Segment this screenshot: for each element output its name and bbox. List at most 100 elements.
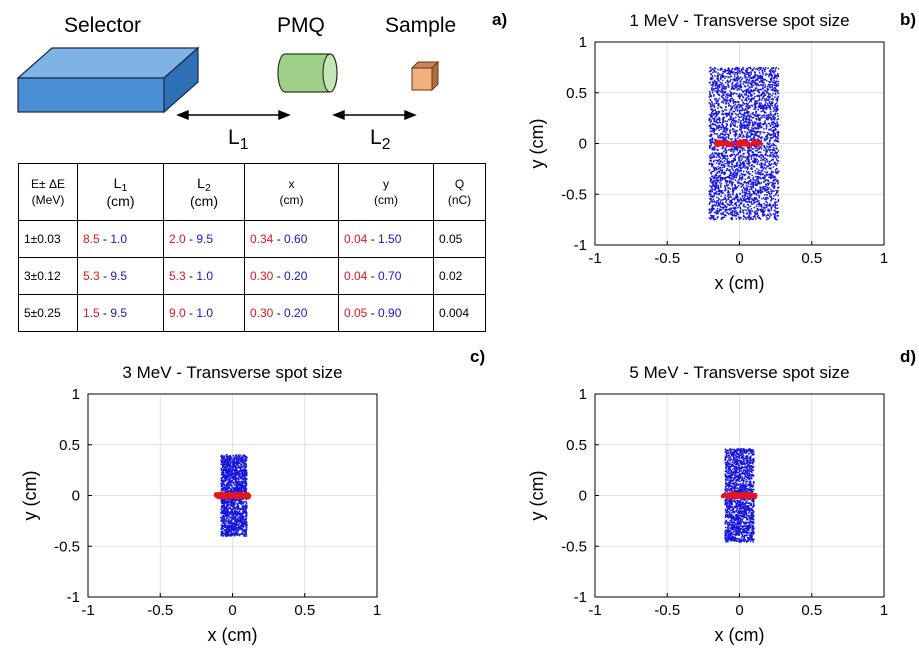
data-point: [724, 91, 726, 94]
data-point: [732, 172, 734, 175]
cell-q: 0.004: [433, 294, 486, 332]
data-point: [733, 101, 735, 103]
data-point: [769, 71, 772, 74]
data-point: [716, 217, 719, 219]
data-point: [725, 101, 728, 104]
data-point: [230, 522, 233, 525]
data-point: [766, 134, 768, 137]
data-point: [768, 167, 770, 169]
data-point: [750, 185, 753, 188]
data-point: [759, 209, 762, 212]
data-point: [745, 118, 747, 121]
data-point: [718, 198, 720, 201]
data-point: [763, 186, 765, 188]
data-point: [736, 66, 738, 69]
data-point: [745, 116, 748, 119]
data-point: [731, 217, 733, 219]
data-point: [718, 117, 721, 120]
data-point: [761, 75, 764, 78]
data-point: [737, 72, 739, 74]
data-point: [233, 487, 236, 489]
data-point: [777, 92, 780, 95]
data-point: [758, 151, 761, 153]
data-point: [749, 71, 752, 73]
data-point: [711, 165, 713, 168]
data-point: [751, 170, 754, 173]
data-point: [733, 198, 736, 201]
data-point: [721, 152, 723, 154]
x-tick-label: -0.5: [654, 250, 680, 267]
data-point: [763, 98, 766, 100]
data-point: [762, 72, 764, 74]
data-point: [772, 120, 775, 123]
data-point: [230, 498, 233, 501]
chart-title: 3 MeV - Transverse spot size: [122, 363, 342, 382]
data-point: [244, 507, 247, 510]
data-point: [717, 184, 720, 187]
data-point: [755, 107, 757, 109]
data-point: [724, 142, 729, 147]
data-point: [754, 138, 757, 141]
cell-l2-start: 5.3: [169, 269, 186, 283]
data-point: [734, 101, 737, 103]
data-point: [735, 210, 737, 212]
data-point: [749, 192, 751, 194]
data-point: [231, 485, 233, 487]
data-point: [756, 135, 759, 137]
data-point: [721, 113, 723, 116]
data-point: [758, 155, 761, 157]
data-point: [713, 200, 716, 202]
data-point: [739, 154, 742, 157]
data-point: [770, 195, 772, 198]
data-point: [716, 153, 719, 156]
data-point: [715, 182, 718, 185]
data-point: [776, 106, 778, 108]
data-point: [767, 122, 770, 125]
data-point: [712, 83, 714, 86]
data-point: [736, 174, 738, 177]
data-point: [729, 171, 732, 173]
data-point: [740, 197, 742, 200]
data-point: [720, 169, 722, 172]
data-point: [751, 130, 754, 132]
data-point: [243, 478, 245, 481]
data-point: [226, 458, 228, 461]
data-point: [775, 85, 778, 87]
data-point: [230, 501, 232, 503]
data-point: [751, 80, 753, 83]
data-point: [776, 131, 779, 133]
data-point: [774, 203, 776, 205]
data-point: [751, 83, 753, 85]
data-point: [742, 101, 744, 103]
data-point: [709, 195, 712, 198]
cell-x-end: 0.20: [284, 306, 308, 320]
data-point: [747, 163, 750, 166]
data-point: [729, 105, 732, 107]
data-point: [725, 88, 727, 90]
data-point: [743, 112, 746, 114]
data-point: [732, 193, 734, 196]
data-point: [712, 154, 715, 156]
data-point: [718, 83, 720, 86]
data-point: [753, 165, 756, 168]
data-point: [764, 161, 767, 164]
data-point: [756, 215, 759, 218]
data-point: [775, 207, 777, 210]
data-point: [765, 148, 767, 151]
data-point: [731, 105, 734, 108]
data-point: [761, 198, 763, 200]
data-point: [766, 142, 769, 144]
data-point: [241, 521, 243, 524]
data-point: [235, 510, 237, 512]
data-point: [235, 466, 237, 469]
data-point: [724, 181, 727, 183]
data-point: [228, 482, 230, 485]
data-point: [712, 216, 715, 218]
data-point: [737, 85, 739, 87]
data-point: [739, 174, 741, 177]
data-point: [748, 196, 751, 199]
data-point: [715, 159, 717, 162]
data-point: [772, 66, 775, 69]
data-point: [712, 117, 714, 120]
data-point: [774, 213, 777, 215]
